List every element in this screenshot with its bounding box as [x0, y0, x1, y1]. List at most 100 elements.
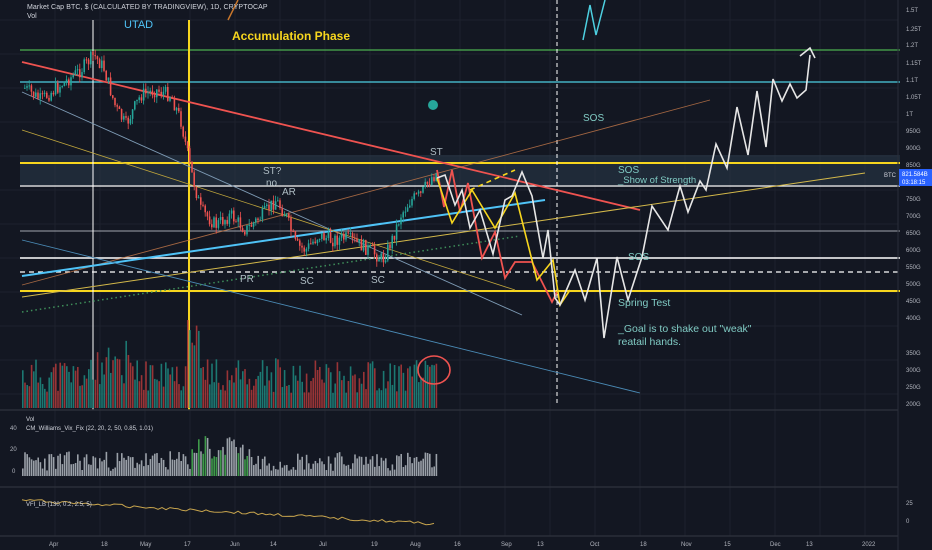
- candle-body: [39, 93, 41, 99]
- vix-bar: [400, 453, 402, 476]
- vix-bar: [244, 459, 246, 476]
- vix-bar: [426, 452, 429, 476]
- volume-bar: [235, 367, 237, 408]
- vix-bar: [193, 452, 196, 476]
- volume-bar: [136, 360, 138, 408]
- volume-bar: [88, 369, 90, 408]
- vix-bar: [407, 452, 409, 476]
- price-axis: 1.5T 1.25T 1.2T 1.15T 1.1T 1.05T 1T 950G 900G 850…: [906, 8, 922, 408]
- volume-bar: [305, 373, 308, 408]
- vix-bar: [145, 453, 147, 476]
- candle-body: [246, 225, 248, 235]
- candle-body: [393, 235, 396, 240]
- candle-body: [402, 212, 404, 218]
- candle-body: [162, 91, 165, 96]
- williams-tick-40: 40: [10, 426, 17, 432]
- volume-bar: [389, 363, 391, 408]
- candle-body: [167, 86, 169, 101]
- candle-body: [160, 91, 162, 96]
- vix-bar: [195, 452, 198, 476]
- volume-bar: [204, 379, 207, 408]
- volume-bar: [162, 386, 165, 408]
- volume-bar: [292, 365, 295, 408]
- projection-cyan-top: [582, 0, 606, 41]
- vix-bar: [211, 458, 213, 476]
- candle-body: [228, 213, 231, 224]
- volume-bar: [352, 375, 354, 408]
- vix-bar: [92, 456, 94, 476]
- time-axis-label: 18: [101, 542, 108, 548]
- vix-bar: [398, 456, 400, 476]
- candle-body: [279, 200, 281, 209]
- price-axis-label: 1.15T: [906, 61, 922, 67]
- candle-body: [310, 243, 312, 245]
- label-spring-test: Spring Test: [618, 297, 670, 309]
- volume-bar: [61, 365, 64, 408]
- volume-bar: [407, 368, 409, 408]
- vix-bar: [266, 465, 268, 476]
- volume-bar: [431, 364, 433, 408]
- volume-bar: [294, 375, 297, 408]
- candle-body: [252, 222, 255, 227]
- vix-bar: [413, 457, 416, 476]
- candle-body: [400, 217, 402, 225]
- volume-highlight-circle: [417, 355, 451, 385]
- label-st-question: ST?: [263, 166, 282, 177]
- vix-bar: [24, 452, 26, 476]
- vix-bar: [429, 453, 431, 476]
- candle-body: [219, 217, 222, 221]
- candle-body: [424, 181, 426, 187]
- vix-bar: [191, 449, 193, 476]
- candle-body: [114, 97, 116, 106]
- volume-bar: [220, 389, 222, 408]
- pane-vfi-label: VFI_LB (130, 0.2, 2.5, 5): [26, 502, 92, 508]
- volume-bar: [398, 366, 400, 408]
- candle-body: [404, 211, 407, 213]
- volume-bar: [63, 363, 66, 408]
- price-axis-label: 450G: [906, 299, 921, 305]
- vix-bar: [292, 467, 295, 476]
- volume-bar: [312, 377, 314, 408]
- volume-bar: [327, 367, 330, 408]
- volume-bar: [59, 362, 61, 408]
- volume-bar: [215, 359, 218, 408]
- price-candles: [24, 49, 437, 267]
- candle-body: [92, 51, 94, 56]
- volume-bar: [400, 364, 402, 408]
- price-axis-label: 400G: [906, 316, 921, 322]
- price-axis-label: 600G: [906, 248, 921, 254]
- volume-bar: [180, 390, 182, 408]
- vix-bar: [299, 459, 301, 476]
- volume-bar: [303, 392, 306, 408]
- candle-body: [356, 238, 358, 242]
- price-axis-label: 850G: [906, 163, 921, 169]
- volume-bar: [140, 375, 143, 408]
- volume-bar: [369, 363, 372, 408]
- time-axis-label: Aug: [410, 542, 421, 548]
- vix-bar: [55, 468, 57, 476]
- time-axis-label: 15: [724, 542, 731, 548]
- volume-bar: [158, 381, 160, 408]
- vix-bar: [171, 459, 174, 476]
- volume-bar: [156, 379, 158, 408]
- vix-bar: [33, 460, 35, 476]
- williams-vix-fix-bars: [22, 436, 438, 476]
- candle-body: [340, 233, 343, 238]
- candle-body: [316, 239, 319, 244]
- candle-body: [222, 217, 224, 225]
- candle-body: [321, 233, 323, 239]
- vix-bar: [26, 454, 28, 476]
- price-axis-label: 700G: [906, 214, 921, 220]
- volume-bar: [72, 366, 75, 408]
- candle-body: [105, 70, 107, 81]
- volume-bar: [213, 382, 215, 408]
- candle-body: [272, 200, 275, 210]
- volume-bar: [332, 392, 334, 408]
- volume-bar: [167, 368, 169, 408]
- candle-body: [46, 92, 48, 98]
- candle-body: [57, 83, 59, 93]
- volume-bar: [112, 360, 114, 408]
- vix-bar: [226, 438, 229, 476]
- volume-bar: [301, 381, 303, 408]
